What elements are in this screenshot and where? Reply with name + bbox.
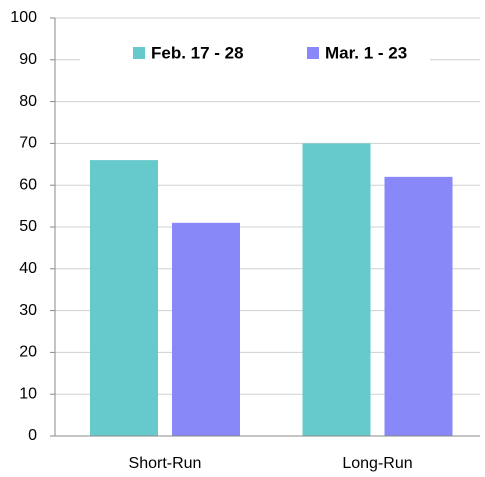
y-tick-label: 90 xyxy=(19,51,37,68)
x-tick-label: Short-Run xyxy=(129,455,202,472)
legend-swatch xyxy=(307,47,319,59)
legend-label: Mar. 1 - 23 xyxy=(325,43,407,62)
y-tick-label: 40 xyxy=(19,260,37,277)
x-tick-label: Long-Run xyxy=(342,455,412,472)
y-tick-label: 100 xyxy=(10,9,37,26)
bar xyxy=(302,143,371,436)
legend-label: Feb. 17 - 28 xyxy=(151,43,244,62)
y-tick-label: 0 xyxy=(28,427,37,444)
legend-swatch xyxy=(133,47,145,59)
y-tick-label: 60 xyxy=(19,176,37,193)
y-tick-label: 80 xyxy=(19,93,37,110)
y-tick-label: 30 xyxy=(19,302,37,319)
y-tick-label: 70 xyxy=(19,135,37,152)
bar xyxy=(384,176,453,436)
bar xyxy=(90,160,158,436)
y-tick-label: 20 xyxy=(19,344,37,361)
bar xyxy=(172,222,240,436)
y-tick-label: 50 xyxy=(19,218,37,235)
y-tick-label: 10 xyxy=(19,385,37,402)
